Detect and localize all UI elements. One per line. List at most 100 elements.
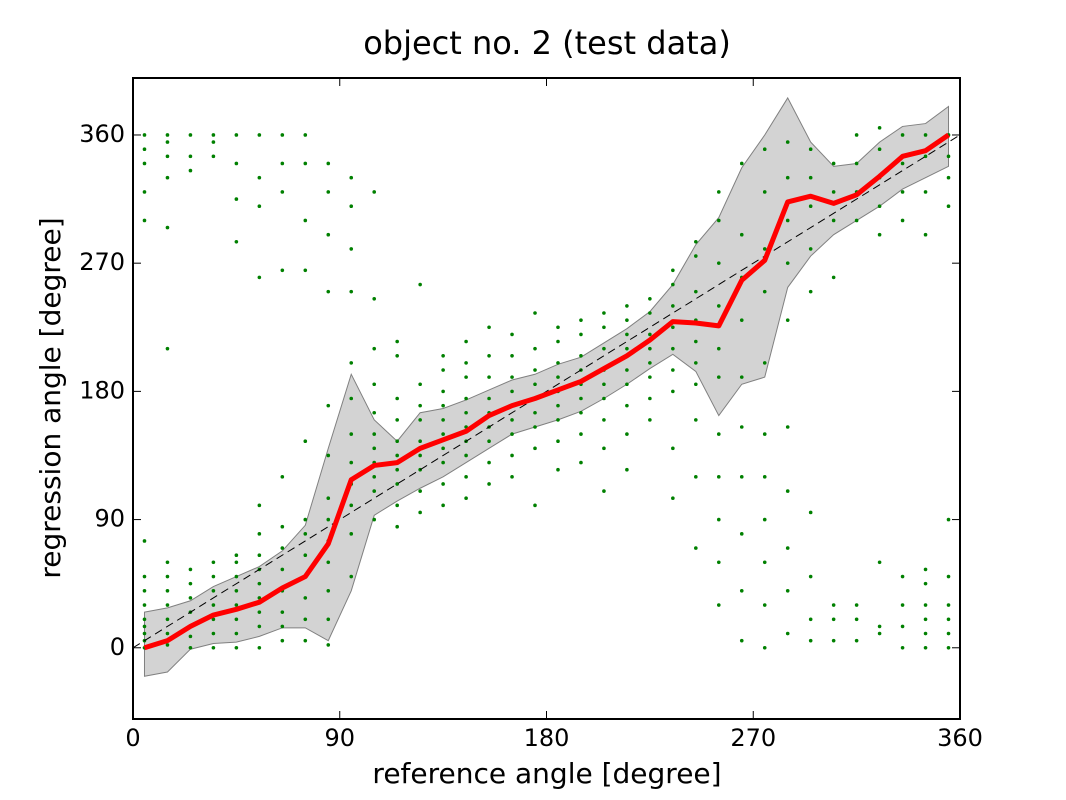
data-point — [188, 567, 193, 572]
data-point — [510, 418, 514, 422]
data-point — [785, 425, 790, 429]
data-point — [716, 190, 721, 194]
data-point — [556, 467, 560, 472]
data-point — [211, 140, 216, 144]
data-point — [165, 346, 170, 351]
data-point — [303, 218, 308, 223]
data-point — [900, 218, 905, 223]
data-point — [487, 353, 491, 358]
data-point — [303, 553, 308, 557]
y-tick-label: 0 — [110, 633, 125, 661]
data-point — [579, 318, 583, 322]
data-point — [257, 275, 262, 280]
chart-title: object no. 2 (test data) — [363, 24, 731, 62]
data-point — [303, 638, 308, 643]
data-point — [234, 553, 239, 557]
data-point — [533, 311, 537, 315]
data-point — [716, 475, 721, 479]
data-point — [556, 361, 560, 365]
data-point — [257, 175, 262, 180]
data-point — [694, 339, 698, 344]
data-point — [831, 161, 836, 166]
data-point — [533, 410, 537, 415]
data-point — [808, 204, 813, 208]
data-point — [257, 610, 262, 614]
y-tick-label: 180 — [79, 376, 125, 404]
data-point — [280, 161, 285, 166]
data-point — [211, 631, 216, 636]
data-point — [510, 453, 514, 458]
data-point — [808, 574, 813, 579]
data-point — [946, 574, 951, 579]
data-point — [142, 190, 147, 194]
y-tick-label: 360 — [79, 120, 125, 148]
data-point — [556, 418, 560, 422]
data-point — [762, 603, 767, 607]
data-point — [349, 532, 354, 536]
data-point — [900, 133, 905, 137]
data-point — [395, 467, 399, 472]
data-point — [716, 517, 721, 522]
data-point — [280, 133, 285, 137]
data-point — [671, 268, 675, 273]
data-point — [716, 218, 721, 223]
data-point — [326, 161, 331, 166]
data-point — [785, 218, 790, 223]
data-point — [372, 190, 377, 194]
data-point — [900, 645, 905, 650]
data-point — [854, 603, 859, 607]
data-point — [694, 475, 698, 479]
data-point — [464, 453, 468, 458]
data-point — [303, 268, 308, 273]
data-point — [946, 154, 951, 159]
data-point — [349, 432, 354, 436]
data-point — [762, 289, 767, 294]
data-point — [785, 589, 790, 593]
data-point — [303, 617, 308, 622]
data-point — [946, 645, 951, 650]
data-point — [326, 617, 331, 622]
data-point — [395, 418, 399, 422]
data-point — [785, 318, 790, 322]
data-point — [349, 503, 354, 508]
data-point — [716, 375, 721, 379]
data-point — [165, 574, 170, 579]
data-point — [762, 432, 767, 436]
data-point — [257, 532, 262, 536]
data-point — [694, 240, 698, 244]
data-point — [579, 460, 583, 465]
data-point — [257, 624, 262, 629]
data-point — [510, 432, 514, 436]
data-point — [785, 546, 790, 550]
data-point — [946, 617, 951, 622]
data-point — [831, 218, 836, 223]
data-point — [510, 475, 514, 479]
data-point — [326, 560, 331, 565]
data-point — [487, 460, 491, 465]
data-point — [349, 247, 354, 251]
data-point — [762, 517, 767, 522]
data-point — [648, 418, 652, 422]
data-point — [854, 133, 859, 137]
data-point — [877, 147, 882, 152]
data-point — [625, 467, 629, 472]
data-point — [808, 617, 813, 622]
y-axis-label: regression angle [degree] — [34, 217, 67, 578]
data-point — [900, 624, 905, 629]
data-point — [464, 375, 468, 379]
data-point — [441, 482, 445, 486]
data-point — [234, 560, 239, 565]
data-point — [602, 311, 606, 315]
data-point — [762, 475, 767, 479]
data-point — [579, 410, 583, 415]
data-point — [648, 396, 652, 401]
data-point — [188, 634, 193, 639]
data-point — [648, 361, 652, 365]
data-point — [464, 410, 468, 415]
data-point — [625, 432, 629, 436]
data-point — [395, 503, 399, 508]
data-point — [280, 268, 285, 273]
data-point — [854, 161, 859, 166]
data-point — [785, 489, 790, 493]
